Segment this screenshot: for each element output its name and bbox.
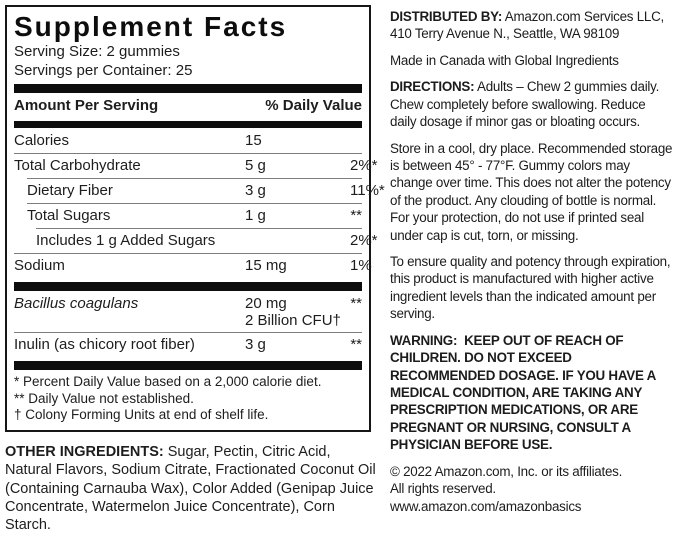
nutrient-amount: 5 g	[245, 156, 266, 174]
footnote: † Colony Forming Units at end of shelf l…	[14, 407, 269, 423]
table-row-inulin: Inulin (as chicory root fiber) 3 g **	[14, 331, 362, 357]
table-row-dietary-fiber: Dietary Fiber 3 g 11%*	[14, 177, 385, 203]
nutrient-amount: 20 mg 2 Billion CFU†	[245, 295, 350, 329]
table-row-total-carbohydrate: Total Carbohydrate 5 g 2%*	[14, 152, 378, 178]
nutrient-amount-cfu: 2 Billion CFU†	[245, 311, 341, 329]
quality-note: To ensure quality and potency through ex…	[390, 254, 671, 322]
nutrient-name: Calories	[14, 131, 70, 149]
nutrient-name: Includes 1 g Added Sugars	[36, 231, 216, 249]
nutrient-dv: 2%*	[350, 231, 378, 249]
nutrient-name: Total Sugars	[27, 206, 111, 224]
other-ingredients: OTHER INGREDIENTS: Sugar, Pectin, Citric…	[5, 443, 377, 534]
directions: DIRECTIONS: Adults – Chew 2 gummies dail…	[390, 78, 673, 130]
nutrient-name: Inulin (as chicory root fiber)	[14, 335, 195, 353]
footnotes: * Percent Daily Value based on a 2,000 c…	[14, 370, 362, 426]
nutrient-amount: 3 g	[245, 335, 266, 353]
thick-divider	[14, 281, 362, 291]
other-ingredients-label: OTHER INGREDIENTS:	[5, 444, 164, 461]
supplement-facts-panel: Supplement Facts Serving Size: 2 gummies…	[5, 5, 385, 433]
thick-divider	[14, 360, 362, 370]
nutrient-dv: **	[350, 335, 362, 353]
serving-size: Serving Size: 2 gummies	[14, 43, 180, 61]
column-header-row: Amount Per Serving % Daily Value	[14, 93, 362, 117]
website-url: www.amazon.com/amazonbasics	[390, 498, 582, 514]
panel-title: Supplement Facts	[14, 11, 288, 42]
warning-label: WARNING:	[390, 332, 458, 348]
nutrient-name: Bacillus coagulans	[14, 294, 139, 312]
table-row-calories: Calories 15	[14, 128, 362, 153]
footnote: ** Daily Value not established.	[14, 390, 194, 406]
table-row-total-sugars: Total Sugars 1 g **	[14, 202, 362, 228]
warning: WARNING: KEEP OUT OF REACH OF CHILDREN. …	[390, 332, 673, 454]
amount-per-serving-header: Amount Per Serving	[14, 96, 159, 114]
table-row-sodium: Sodium 15 mg 1%	[14, 252, 372, 278]
storage-note: Store in a cool, dry place. Recommended …	[390, 140, 673, 243]
distributed-by-text: Amazon.com Services LLC, 410 Terry Avenu…	[390, 9, 665, 42]
nutrient-dv: 11%*	[350, 181, 385, 199]
nutrient-amount: 15 mg	[245, 256, 287, 274]
copyright: © 2022 Amazon.com, Inc. or its affiliate…	[390, 463, 673, 515]
distributed-by: DISTRIBUTED BY: Amazon.com Services LLC,…	[390, 8, 673, 43]
copyright-line: © 2022 Amazon.com, Inc. or its affiliate…	[390, 463, 623, 479]
warning-text: KEEP OUT OF REACH OF CHILDREN. DO NOT EX…	[390, 332, 656, 453]
thick-divider	[14, 83, 362, 93]
nutrient-dv: **	[350, 206, 362, 224]
nutrient-name: Dietary Fiber	[27, 181, 113, 199]
nutrient-name: Sodium	[14, 256, 65, 274]
table-row-bacillus-coagulans: Bacillus coagulans 20 mg 2 Billion CFU† …	[14, 291, 362, 332]
nutrient-dv: 2%*	[350, 156, 378, 174]
copyright-line: All rights reserved.	[390, 481, 496, 497]
nutrient-name: Total Carbohydrate	[14, 156, 141, 174]
nutrient-dv: **	[350, 294, 362, 312]
made-in-note: Made in Canada with Global Ingredients	[390, 52, 619, 68]
nutrient-amount: 1 g	[245, 206, 266, 224]
right-column: DISTRIBUTED BY: Amazon.com Services LLC,…	[377, 5, 673, 535]
footnote: * Percent Daily Value based on a 2,000 c…	[14, 373, 322, 389]
thick-divider	[14, 120, 362, 128]
daily-value-header: % Daily Value	[265, 96, 362, 114]
nutrient-amount: 15	[245, 131, 262, 149]
servings-per-container: Servings per Container: 25	[14, 61, 193, 79]
distributed-by-label: DISTRIBUTED BY:	[390, 9, 503, 24]
table-row-added-sugars: Includes 1 g Added Sugars 2%*	[14, 227, 378, 253]
directions-text: Adults – Chew 2 gummies daily. Chew comp…	[390, 79, 660, 130]
left-column: Supplement Facts Serving Size: 2 gummies…	[5, 5, 385, 535]
directions-label: DIRECTIONS:	[390, 79, 475, 95]
nutrient-amount: 3 g	[245, 181, 266, 199]
nutrient-dv: 1%	[350, 256, 372, 274]
